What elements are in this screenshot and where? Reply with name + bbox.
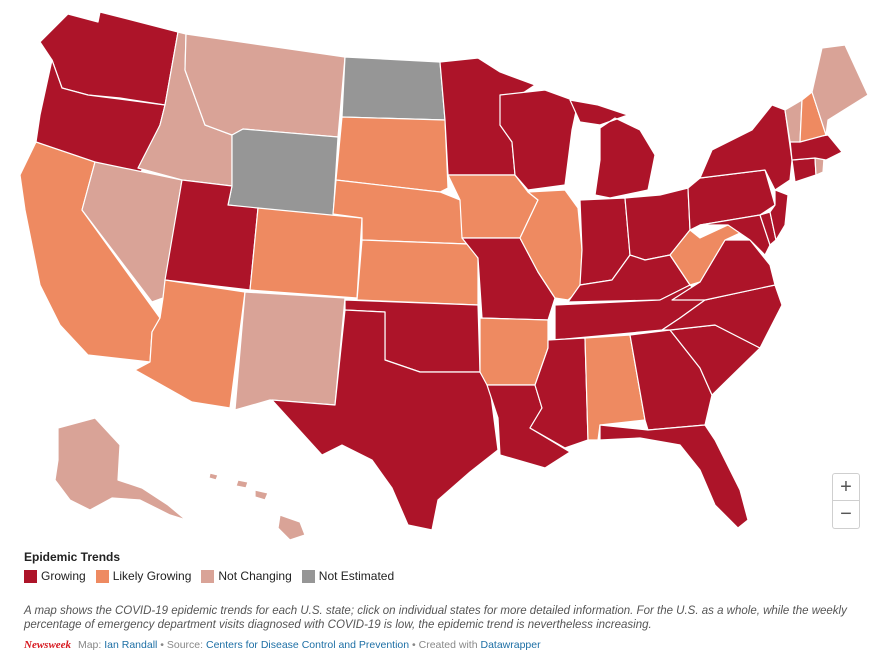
legend-swatch-not-estimated (301, 569, 315, 583)
state-nevada[interactable] (81, 161, 183, 303)
author-link[interactable]: Ian Randall (104, 639, 158, 651)
legend-swatch-not-changing (201, 569, 215, 583)
map-credit-prefix: Map: (77, 639, 102, 651)
map-description-note: A map shows the COVID-19 epidemic trends… (24, 605, 847, 631)
zoom-in-button[interactable]: + (832, 473, 860, 501)
footer-credits: Newsweek Map: Ian Randall • Source: Cent… (24, 639, 541, 651)
state-michigan[interactable] (569, 99, 656, 199)
state-south-dakota[interactable] (335, 116, 449, 193)
map-canvas (19, 11, 869, 541)
legend-label-likely-growing: Likely Growing (112, 569, 192, 583)
newsweek-logo[interactable]: Newsweek (24, 639, 72, 651)
state-colorado[interactable] (249, 207, 363, 299)
legend-label-growing: Growing (41, 569, 86, 583)
state-arkansas[interactable] (479, 317, 549, 386)
legend-label-not-changing: Not Changing (218, 569, 292, 583)
state-new-mexico[interactable] (234, 291, 346, 411)
source-link[interactable]: Centers for Disease Control and Preventi… (205, 639, 410, 651)
state-new-jersey[interactable] (769, 189, 789, 241)
legend-item-not-estimated: Not Estimated (301, 569, 395, 583)
legend-swatch-growing (24, 569, 37, 583)
state-hawaii[interactable] (208, 472, 306, 541)
created-with-prefix: • Created with (412, 639, 478, 651)
legend: Growing Likely Growing Not Changing Not … (24, 569, 404, 583)
state-florida[interactable] (599, 424, 749, 529)
legend-item-likely-growing: Likely Growing (95, 569, 192, 583)
legend-item-not-changing: Not Changing (201, 569, 292, 583)
state-wisconsin[interactable] (499, 89, 579, 191)
state-maine[interactable] (811, 44, 869, 136)
state-north-dakota[interactable] (341, 56, 446, 121)
state-montana[interactable] (184, 33, 346, 138)
legend-title: Epidemic Trends (24, 550, 121, 564)
state-north-carolina[interactable] (661, 284, 783, 349)
legend-label-not-estimated: Not Estimated (318, 569, 395, 583)
state-connecticut[interactable] (791, 157, 817, 183)
state-kansas[interactable] (356, 239, 479, 306)
state-rhode-island[interactable] (814, 157, 825, 176)
legend-swatch-likely-growing (95, 569, 109, 583)
state-texas[interactable] (271, 309, 499, 531)
state-arizona[interactable] (134, 279, 246, 409)
state-wyoming[interactable] (227, 128, 339, 219)
state-alaska[interactable] (54, 417, 187, 521)
state-illinois[interactable] (519, 189, 583, 301)
state-washington[interactable] (39, 11, 179, 106)
datawrapper-link[interactable]: Datawrapper (480, 639, 541, 651)
source-prefix: • Source: (160, 639, 204, 651)
zoom-out-button[interactable]: − (832, 501, 860, 529)
legend-item-growing: Growing (24, 569, 86, 583)
us-state-map: + − (19, 11, 869, 541)
